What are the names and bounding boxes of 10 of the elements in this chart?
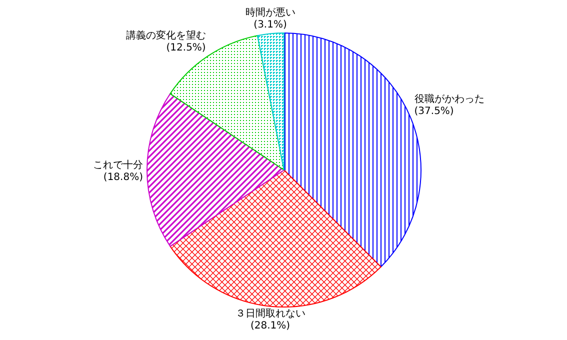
data-label: (37.5%)	[414, 106, 454, 118]
data-label: (12.5%)	[166, 42, 206, 54]
slice-label: 役職がかわった	[414, 93, 484, 106]
slice-label: これで十分	[93, 159, 143, 171]
data-label: (3.1%)	[254, 20, 287, 31]
slice-label: 時間が悪い	[245, 6, 296, 19]
slice-label: 講義の変化を望む	[126, 30, 206, 42]
data-label: (28.1%)	[250, 320, 290, 332]
slice-label: ３日間取れない	[235, 308, 306, 320]
data-label: (18.8%)	[103, 172, 144, 183]
